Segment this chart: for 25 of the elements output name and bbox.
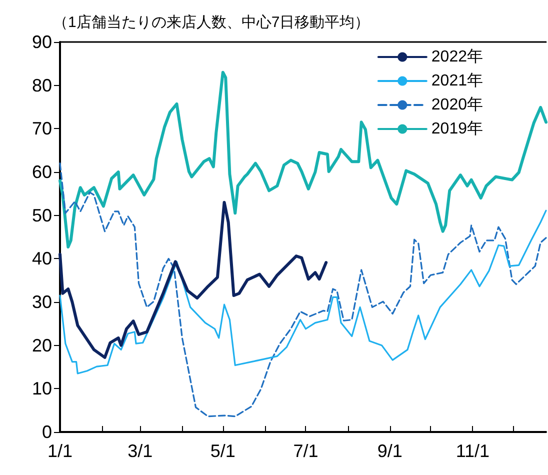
line-series (58, 70, 548, 248)
y-tick-label: 40 (32, 248, 52, 269)
chart-title: （1店舗当たりの来店人数、中心7日移動平均） (53, 14, 370, 31)
legend-label: 2022年 (431, 48, 483, 66)
legend-label: 2020年 (431, 96, 483, 114)
y-tick-label: 30 (32, 292, 52, 312)
y-tick-label: 50 (32, 205, 52, 226)
legend-label: 2021年 (431, 72, 483, 90)
y-tick-label: 70 (32, 118, 52, 139)
y-tick-label: 10 (32, 378, 52, 399)
x-tick-label: 5/1 (210, 441, 236, 461)
y-tick-label: 90 (32, 32, 52, 52)
x-tick-label: 7/1 (293, 441, 318, 461)
line-series (58, 200, 328, 359)
line-series (59, 162, 547, 418)
x-tick-label: 3/1 (128, 441, 153, 461)
legend-label: 2019年 (431, 120, 483, 138)
y-tick-label: 0 (42, 422, 52, 442)
x-tick-label: 1/1 (47, 441, 73, 461)
y-tick-label: 80 (32, 75, 52, 96)
x-tick-label: 9/1 (377, 441, 402, 461)
y-tick-label: 20 (32, 335, 52, 356)
y-tick-label: 60 (32, 162, 52, 182)
x-tick-label: 11/1 (456, 441, 490, 461)
line-series (59, 210, 547, 374)
